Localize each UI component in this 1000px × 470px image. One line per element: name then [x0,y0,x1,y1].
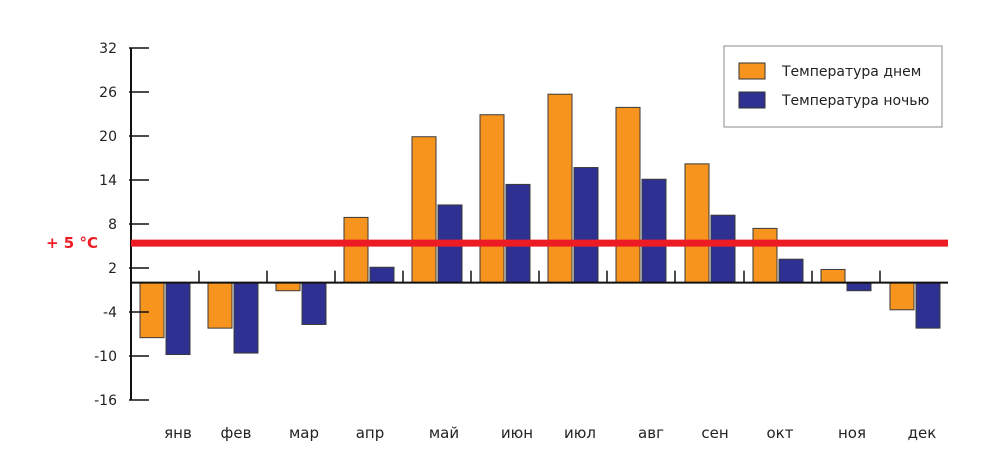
x-category-label-10: ноя [838,424,866,442]
y-tick-label-1: 26 [99,85,117,101]
bar-night-7 [641,178,667,284]
bar-night-2 [301,282,327,325]
reference-line-group: + 5 °C [46,234,948,252]
bar-night-5 [505,183,531,284]
bar-day-7 [615,106,641,284]
bar-day-3 [343,216,369,284]
bar-day-2 [275,282,301,292]
bar-day-6 [547,93,573,284]
legend-label-day: Температура днем [781,64,921,80]
x-category-label-1: фев [221,424,252,442]
bar-day-1 [207,282,233,329]
y-tick-label-8: -16 [94,393,117,409]
x-category-label-5: июн [501,424,533,442]
x-category-label-7: авг [638,424,664,442]
bar-day-0 [139,282,165,339]
y-tick-label-4: 8 [108,217,117,233]
reference-line-label: + 5 °C [46,234,98,252]
legend-box [723,45,943,128]
y-tick-label-3: 14 [99,173,117,189]
bar-day-8 [684,163,710,284]
legend: Температура днем Температура ночью [723,45,943,128]
y-tick-label-7: -10 [94,349,117,365]
x-category-label-8: сен [701,424,728,442]
axes-group: 32 26 20 14 8 2 -4 -10 -16 янв фев мар апр май июн июл а… [94,41,948,442]
bar-night-9 [778,258,804,284]
x-category-label-11: дек [908,424,937,442]
bar-day-5 [479,114,505,284]
bar-night-11 [915,282,941,329]
bar-night-10 [846,282,872,292]
x-category-label-0: янв [164,424,192,442]
legend-swatch-night [738,91,766,109]
bar-night-1 [233,282,259,354]
bar-night-0 [165,282,191,356]
bar-day-9 [752,227,778,284]
x-category-label-2: мар [289,424,319,442]
bar-day-4 [411,136,437,284]
x-category-label-6: июл [564,424,596,442]
y-tick-label-5: 2 [108,261,117,277]
bar-night-3 [369,266,395,284]
legend-label-night: Температура ночью [781,93,930,109]
y-tick-label-6: -4 [103,305,117,321]
x-category-label-9: окт [767,424,794,442]
bar-day-10 [820,268,846,284]
bars-group [139,93,941,356]
x-category-label-4: май [429,424,459,442]
x-category-label-3: апр [356,424,385,442]
y-tick-label-2: 20 [99,129,117,145]
bar-night-8 [710,214,736,284]
y-tick-label-0: 32 [99,41,117,57]
legend-swatch-day [738,62,766,80]
bar-night-6 [573,167,599,284]
bar-day-11 [889,282,915,311]
